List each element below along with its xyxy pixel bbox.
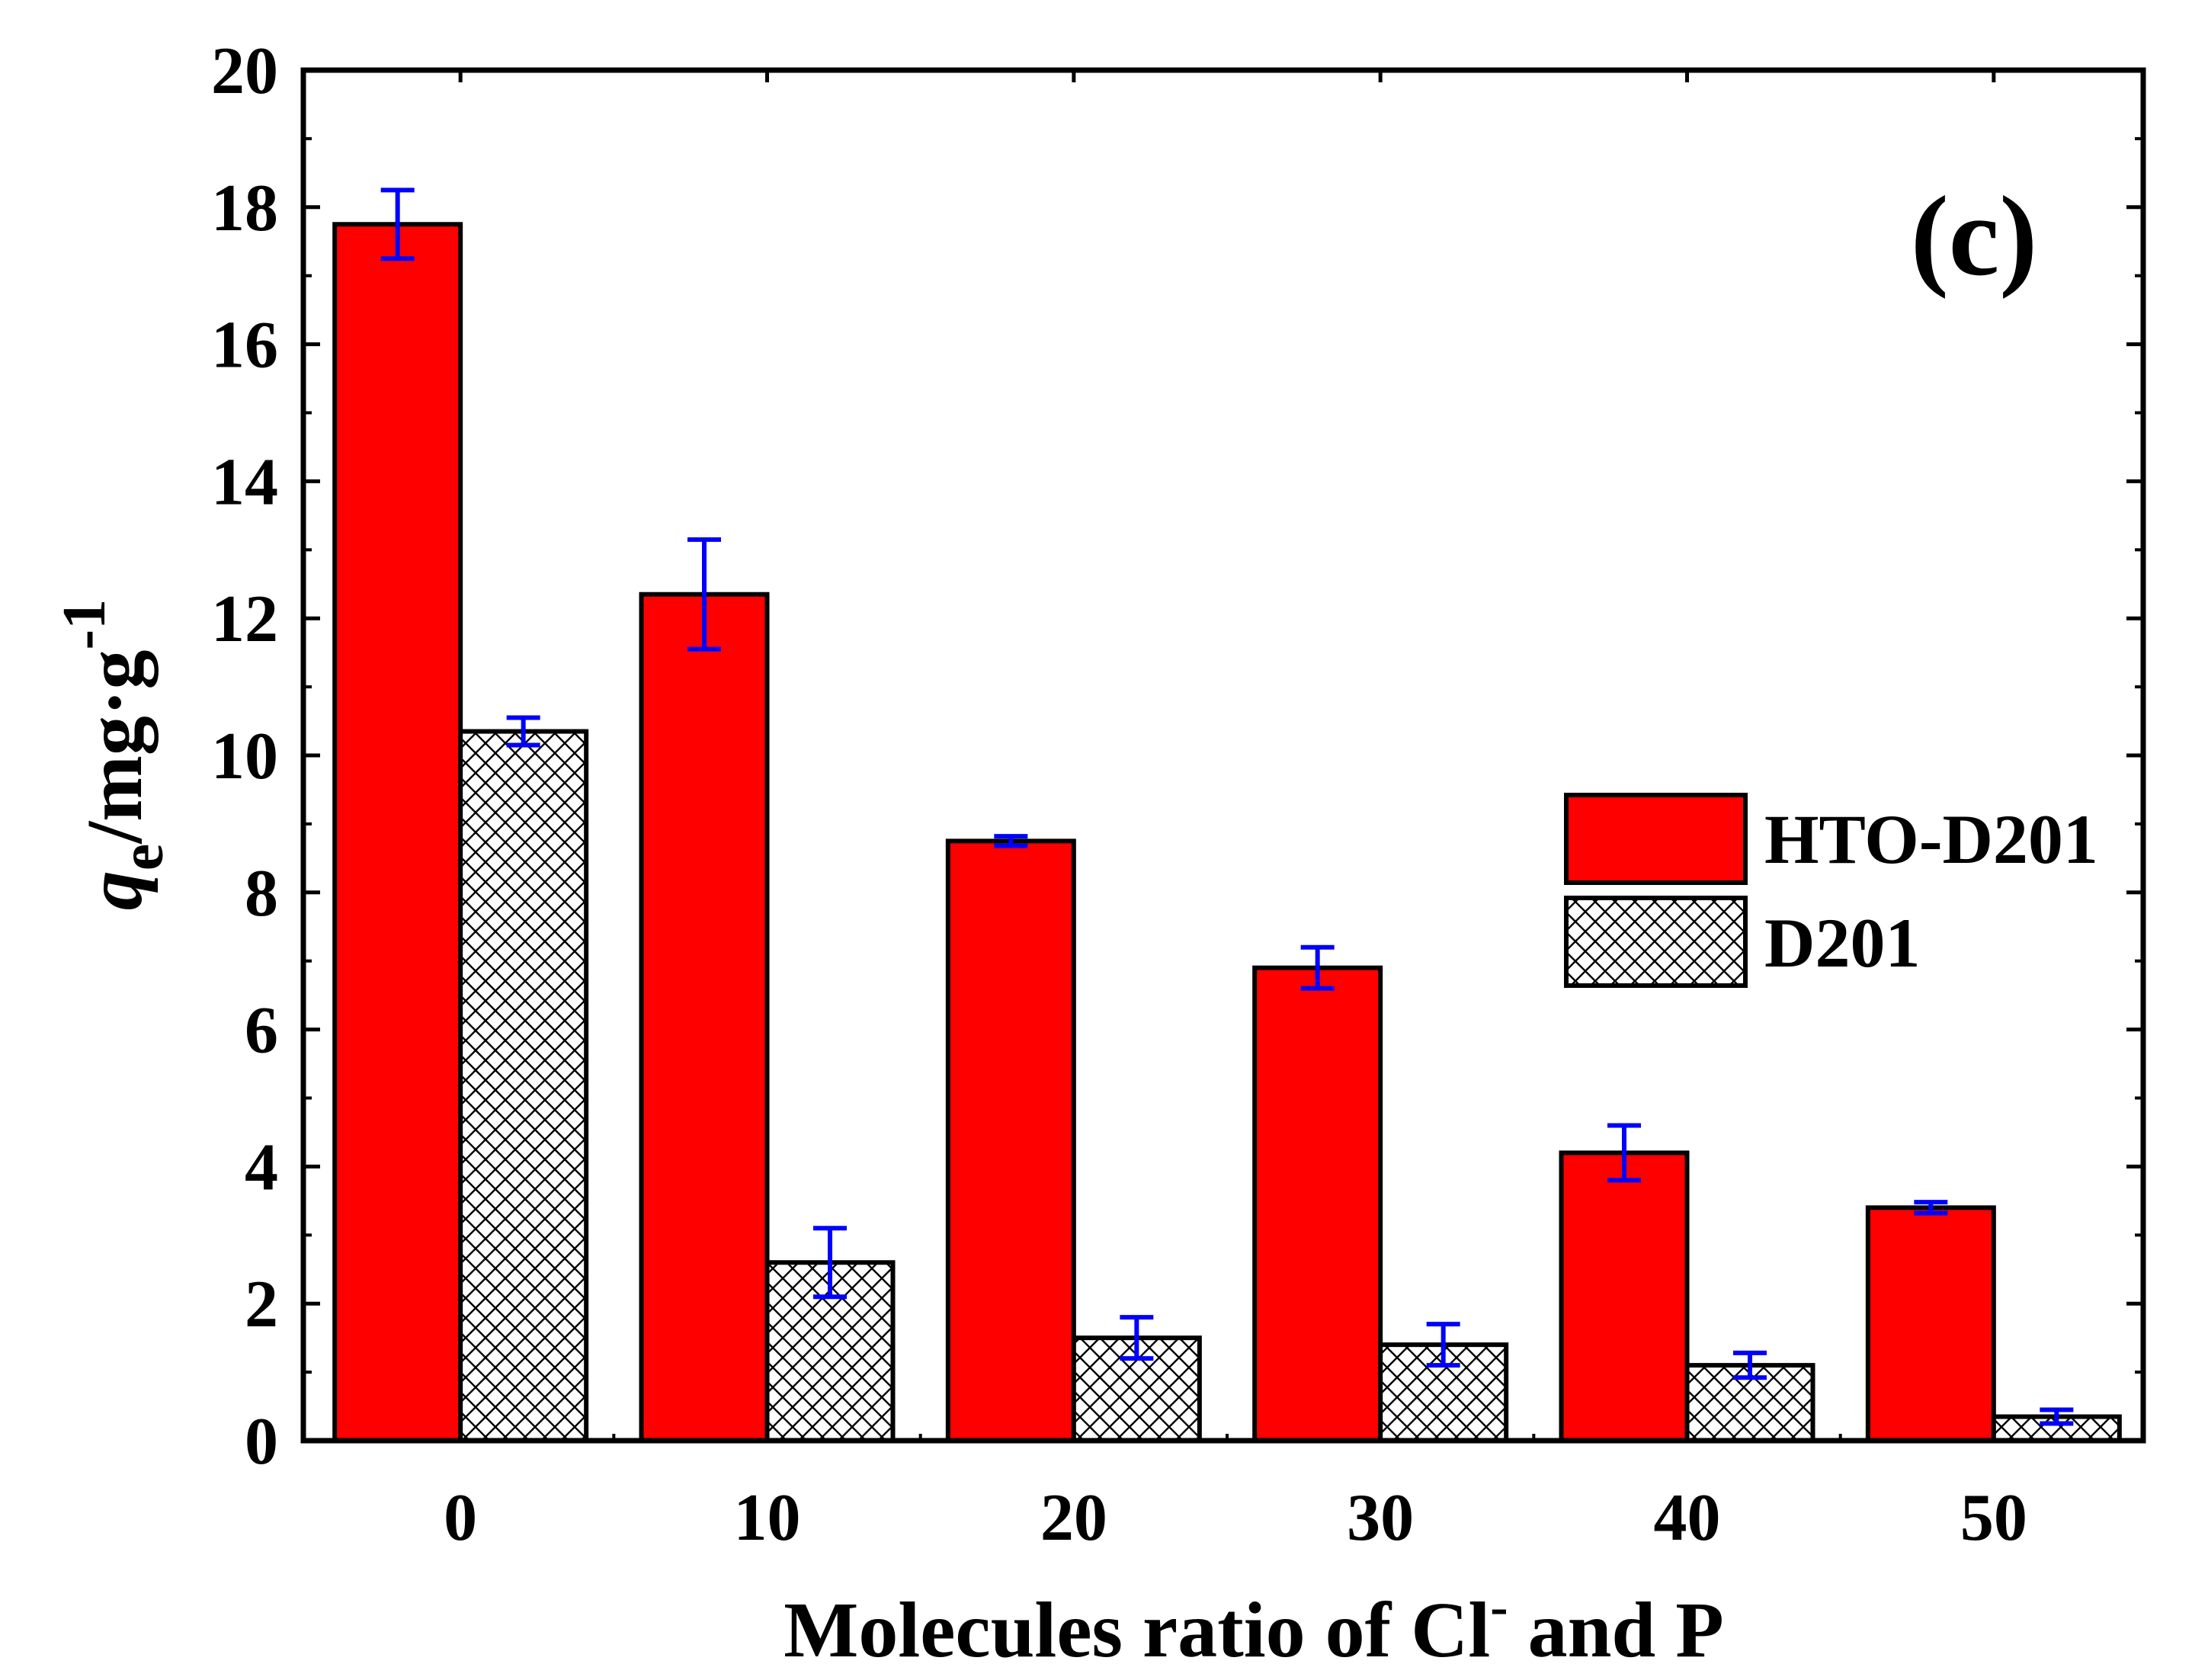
y-tick-label-10: 10 — [211, 720, 278, 794]
bar-hto-d201-0 — [332, 222, 463, 1443]
x-tick-label-0: 0 — [444, 1481, 477, 1555]
y-axis-title-superscript: -1 — [51, 599, 118, 650]
x-axis-title: Molecules ratio of Cl- and P — [784, 1578, 1724, 1674]
y-tick-label-0: 0 — [245, 1405, 278, 1479]
legend-label-hto-d201: HTO-D201 — [1764, 800, 2098, 878]
error-bars-layer — [380, 188, 2074, 1426]
legend-swatch-d201 — [1564, 896, 1748, 988]
x-tick-label-20: 20 — [1040, 1481, 1107, 1555]
y-tick-label-20: 20 — [211, 34, 278, 108]
y-axis-title-units: /mg·g — [71, 649, 159, 845]
x-axis-title-main: Molecules ratio of Cl — [784, 1586, 1490, 1674]
y-tick-label-12: 12 — [211, 582, 278, 656]
legend-swatch-hto-d201 — [1564, 793, 1748, 885]
bar-hto-d201-10 — [639, 592, 770, 1443]
bar-d201-0 — [458, 729, 589, 1443]
y-tick-label-2: 2 — [245, 1268, 278, 1342]
y-axis-title-q: q — [71, 870, 159, 910]
x-tick-label-50: 50 — [1960, 1481, 2027, 1555]
bar-hto-d201-30 — [1252, 965, 1383, 1443]
y-axis-title-subscript: e — [109, 844, 176, 871]
x-tick-label-40: 40 — [1654, 1481, 1721, 1555]
y-tick-label-6: 6 — [245, 994, 278, 1068]
x-tick-label-10: 10 — [734, 1481, 801, 1555]
y-tick-label-18: 18 — [211, 172, 278, 245]
x-axis-title-rest: and P — [1508, 1586, 1724, 1674]
axes-layer: 0 10 20 30 40 50 0 2 4 6 8 10 12 14 16 18 20 — [211, 34, 2146, 1555]
bar-d201-10 — [764, 1260, 896, 1444]
bar-hto-d201-50 — [1865, 1205, 1996, 1443]
y-tick-label-14: 14 — [211, 445, 278, 519]
y-axis-title: qe/mg·g-1 — [51, 599, 176, 910]
panel-label: (c) — [1911, 173, 2037, 300]
bar-hto-d201-20 — [945, 838, 1076, 1443]
y-tick-label-8: 8 — [245, 857, 278, 931]
legend: HTO-D201 D201 — [1564, 793, 2098, 988]
x-tick-label-30: 30 — [1347, 1481, 1414, 1555]
legend-label-d201: D201 — [1764, 904, 1920, 982]
y-tick-label-16: 16 — [211, 309, 278, 383]
bar-hto-d201-40 — [1559, 1150, 1690, 1444]
plot-frame — [300, 67, 2146, 1444]
y-tick-label-4: 4 — [245, 1130, 278, 1204]
x-axis-title-superscript: - — [1490, 1578, 1508, 1637]
